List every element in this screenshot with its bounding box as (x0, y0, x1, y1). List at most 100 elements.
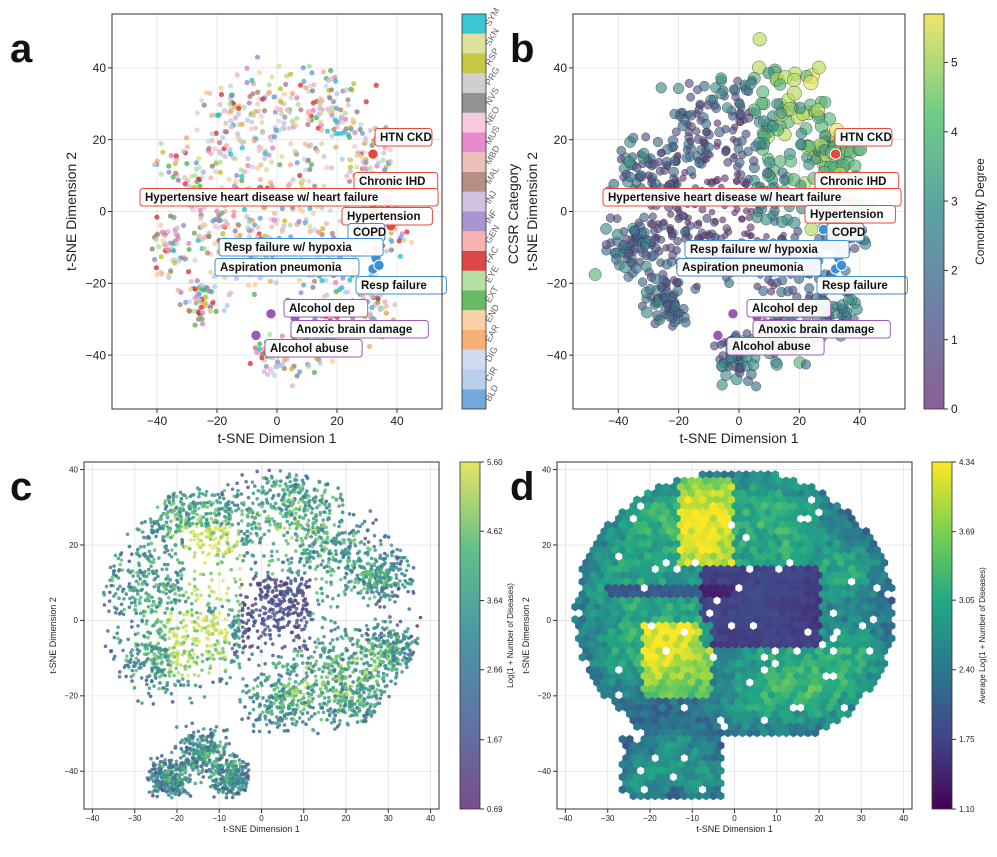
scatter-point (337, 594, 341, 598)
scatter-point (183, 181, 188, 186)
scatter-point (685, 128, 693, 136)
scatter-point (185, 629, 189, 633)
scatter-point (257, 522, 261, 526)
scatter-point (686, 93, 694, 101)
annotation-label: Hypertension (347, 211, 421, 223)
scatter-point (156, 528, 160, 532)
scatter-point (722, 148, 730, 156)
scatter-point (265, 477, 269, 481)
scatter-point (239, 529, 243, 533)
scatter-point (245, 118, 250, 123)
scatter-point (188, 752, 192, 756)
scatter-point (682, 169, 689, 176)
scatter-point (192, 286, 197, 291)
scatter-point (173, 543, 177, 547)
scatter-point (171, 700, 175, 704)
annotation-label: Chronic IHD (359, 176, 425, 188)
scatter-point (114, 554, 118, 558)
scatter-point (108, 599, 112, 603)
scatter-point (225, 222, 230, 227)
scatter-point (331, 686, 335, 690)
scatter-point (315, 645, 319, 649)
scatter-point (243, 603, 247, 607)
scatter-point (368, 128, 373, 133)
scatter-point (255, 55, 260, 60)
scatter-point (128, 588, 132, 592)
scatter-point (200, 668, 204, 672)
scatter-point (732, 93, 740, 101)
scatter-point (218, 572, 222, 576)
annotation-label: COPD (353, 227, 386, 239)
y-axis-label: t-SNE Dimension 2 (63, 152, 79, 271)
scatter-point (348, 87, 353, 92)
scatter-point (330, 721, 334, 725)
scatter-point (159, 254, 164, 259)
annotation-label: Aspiration pneumonia (682, 262, 804, 274)
scatter-point (376, 296, 381, 301)
scatter-point (199, 781, 203, 785)
scatter-point (375, 688, 379, 692)
scatter-point (226, 177, 231, 182)
scatter-point (285, 520, 289, 524)
scatter-point (325, 107, 330, 112)
scatter-point (236, 489, 240, 493)
scatter-point (728, 112, 736, 120)
scatter-point (188, 287, 193, 292)
scatter-point (405, 559, 409, 563)
scatter-point (300, 552, 304, 556)
scatter-point (272, 217, 277, 222)
scatter-point (349, 688, 353, 692)
scatter-point (258, 609, 262, 613)
scatter-point (181, 148, 186, 153)
scatter-point (206, 146, 211, 151)
scatter-point (352, 652, 356, 656)
scatter-point (192, 258, 197, 263)
scatter-point (321, 616, 325, 620)
scatter-point (273, 128, 278, 133)
scatter-point (208, 308, 213, 313)
scatter-point (321, 154, 326, 159)
scatter-point (194, 684, 198, 688)
scatter-point (329, 87, 334, 92)
scatter-point (234, 580, 238, 584)
scatter-point (186, 241, 191, 246)
scatter-point (278, 690, 282, 694)
scatter-point (333, 621, 337, 625)
scatter-point (195, 629, 199, 633)
scatter-point (289, 579, 293, 583)
scatter-point (306, 158, 311, 163)
scatter-point (316, 112, 321, 117)
scatter-point (213, 224, 218, 229)
scatter-point (281, 126, 286, 131)
scatter-point (645, 172, 652, 179)
scatter-point (139, 545, 143, 549)
scatter-point (850, 244, 859, 253)
x-tick-label: −20 (207, 414, 228, 428)
scatter-point (174, 153, 179, 158)
scatter-point (287, 126, 292, 131)
scatter-point (114, 611, 118, 615)
scatter-point (286, 576, 290, 580)
scatter-point (389, 247, 394, 252)
scatter-point (258, 593, 262, 597)
scatter-point (288, 222, 293, 227)
scatter-point (238, 578, 242, 582)
annotation-marker (830, 149, 840, 159)
scatter-point (136, 592, 140, 596)
scatter-point (177, 671, 181, 675)
scatter-point (348, 165, 353, 170)
scatter-point (606, 214, 615, 223)
scatter-point (236, 614, 240, 618)
scatter-point (371, 591, 375, 595)
scatter-point (110, 584, 114, 588)
colorbar-segment (462, 350, 486, 370)
x-tick-label: 40 (390, 414, 404, 428)
scatter-point (282, 92, 287, 97)
scatter-point (384, 311, 389, 316)
scatter-point (295, 102, 300, 107)
scatter-point (321, 691, 325, 695)
scatter-point (657, 149, 665, 157)
scatter-point (348, 708, 352, 712)
scatter-point (378, 697, 382, 701)
scatter-point (175, 225, 180, 230)
